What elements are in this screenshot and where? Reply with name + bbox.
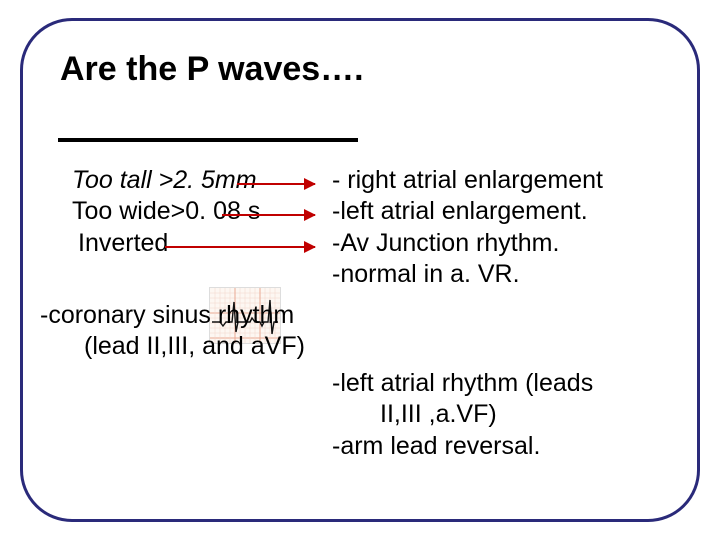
left-column: Too tall >2. 5mm Too wide>0. 08 s Invert…: [72, 165, 312, 259]
bottom-right-line-2: II,III ,a.VF): [332, 399, 662, 430]
left-line-2: Too wide>0. 08 s: [72, 196, 312, 227]
slide: Are the P waves…. Too tall >2. 5mm Too w…: [0, 0, 720, 540]
bottom-right-line-3: -arm lead reversal.: [332, 431, 662, 462]
right-line-1: - right atrial enlargement: [332, 165, 672, 196]
left-line-1: Too tall >2. 5mm: [72, 165, 312, 196]
bottom-left-block: -coronary sinus rhythm (lead II,III, and…: [40, 300, 340, 363]
bottom-left-line-1: -coronary sinus rhythm: [40, 300, 340, 331]
arrow-icon: [237, 183, 315, 185]
right-line-3: -Av Junction rhythm.: [332, 228, 672, 259]
bottom-left-line-2: (lead II,III, and aVF): [40, 331, 340, 362]
arrow-icon: [222, 214, 315, 216]
bottom-right-line-1: -left atrial rhythm (leads: [332, 368, 662, 399]
left-line-3: Inverted: [72, 228, 312, 259]
arrow-icon: [165, 246, 315, 248]
title: Are the P waves….: [60, 50, 364, 89]
right-line-4: -normal in a. VR.: [332, 259, 672, 290]
bottom-right-block: -left atrial rhythm (leads II,III ,a.VF)…: [332, 368, 662, 462]
right-column: - right atrial enlargement -left atrial …: [332, 165, 672, 290]
right-line-2: -left atrial enlargement.: [332, 196, 672, 227]
title-underline: [58, 138, 358, 142]
